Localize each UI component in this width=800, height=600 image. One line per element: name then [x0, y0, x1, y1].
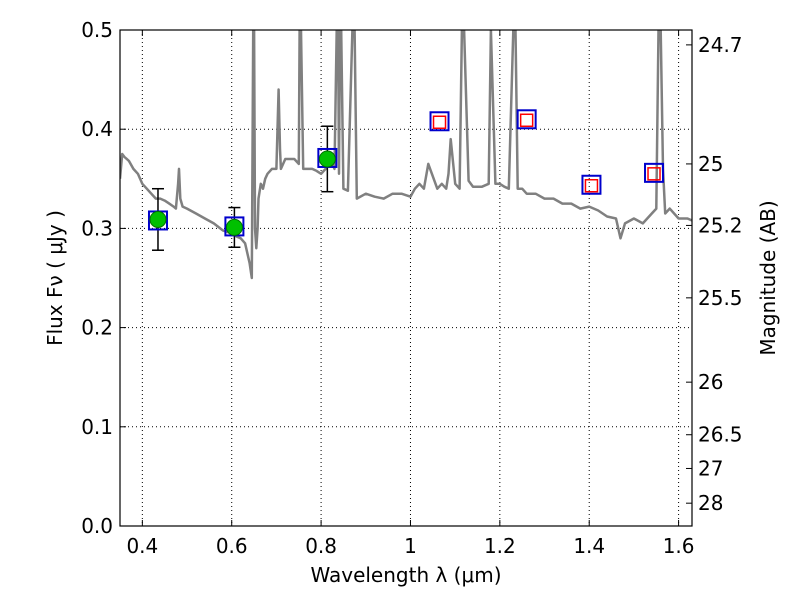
- sed-model-line: [120, 30, 692, 280]
- y-tick-label: 0.4: [81, 117, 113, 141]
- observed-point-marker: [149, 210, 167, 228]
- right-tick-label: 26.5: [698, 423, 743, 447]
- upper-limit-marker: [432, 115, 447, 130]
- model-square-marker: [516, 109, 537, 130]
- y-tick-label: 0.2: [81, 316, 113, 340]
- plot-frame: [119, 29, 693, 527]
- x-tick-label: 1: [404, 534, 417, 558]
- upper-limit-marker: [647, 167, 661, 181]
- model-square-marker: [644, 162, 665, 183]
- markers-group: [147, 109, 665, 237]
- right-tick-label: 26: [698, 370, 723, 394]
- y-axis-title: Flux Fν ( μJy ): [43, 210, 67, 346]
- sed-line-group: [120, 30, 692, 280]
- right-tick-label: 28: [698, 491, 723, 515]
- right-tick-label: 24.7: [698, 33, 743, 57]
- y-tick-label: 0.3: [81, 216, 113, 240]
- y-tick-label: 0.0: [81, 514, 113, 538]
- upper-limit-marker: [584, 178, 599, 193]
- x-tick-label: 0.6: [216, 534, 248, 558]
- tick-labels-group: 0.4 0.6 0.8 1 1.2 1.4 1.6 0.0 0.1 0.2 0.3 0.4 0.5 24.…: [81, 18, 742, 558]
- right-tick-label: 25: [698, 152, 723, 176]
- x-tick-label: 0.4: [126, 534, 158, 558]
- x-tick-label: 1.4: [573, 534, 605, 558]
- right-tick-label: 27: [698, 456, 723, 480]
- model-square-marker: [581, 174, 602, 195]
- x-axis-title: Wavelength λ (μm): [310, 563, 501, 587]
- upper-limit-marker: [519, 113, 534, 128]
- observed-point-marker: [318, 150, 336, 168]
- right-tick-label: 25.2: [698, 213, 743, 237]
- axes-group: [119, 29, 693, 527]
- x-tick-label: 1.6: [663, 534, 695, 558]
- x-tick-label: 1.2: [484, 534, 516, 558]
- right-tick-label: 25.5: [698, 286, 743, 310]
- y-tick-label: 0.5: [81, 18, 113, 42]
- y-tick-label: 0.1: [81, 415, 113, 439]
- observed-point-marker: [225, 218, 243, 236]
- x-tick-label: 0.8: [305, 534, 337, 558]
- model-square-marker: [429, 111, 450, 132]
- y-axis-right-title: Magnitude (AB): [756, 200, 780, 355]
